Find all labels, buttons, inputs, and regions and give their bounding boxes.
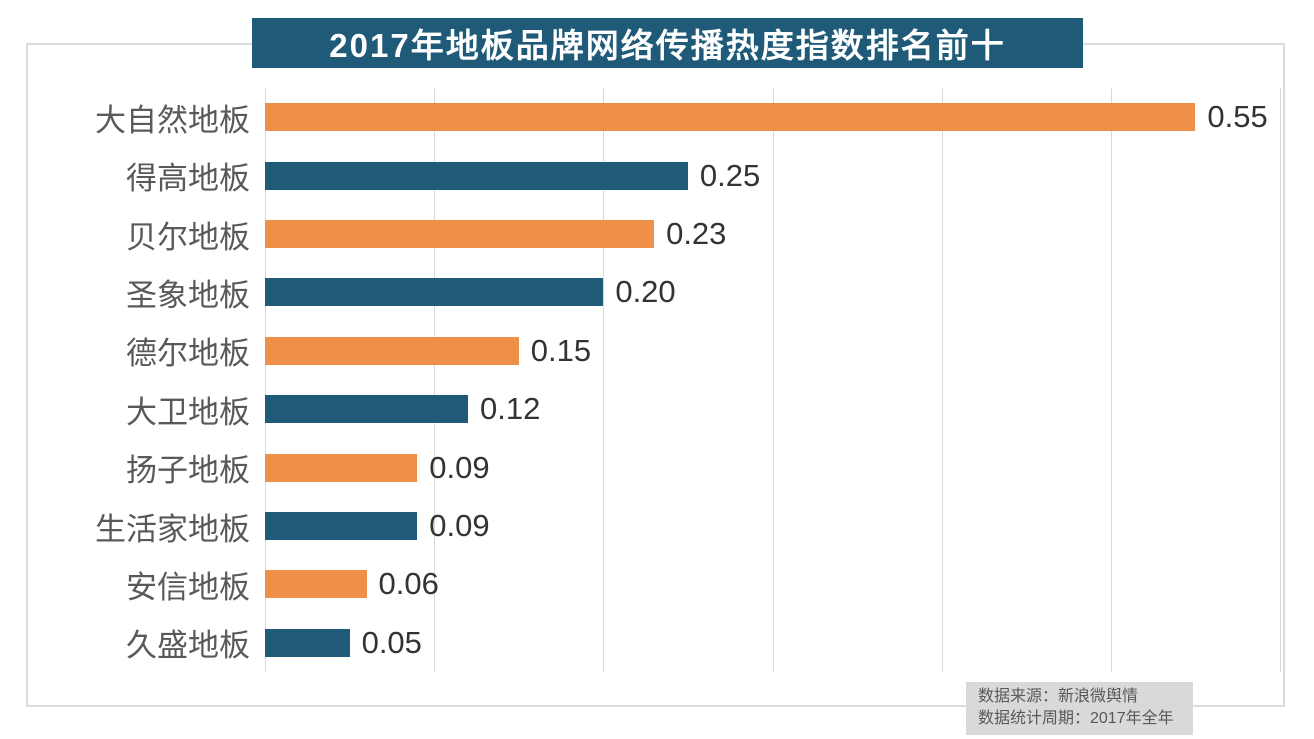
bar xyxy=(265,161,688,190)
bar-row: 贝尔地板 0.23 xyxy=(26,205,1280,263)
value-label: 0.15 xyxy=(530,332,592,368)
bar-row: 扬子地板 0.09 xyxy=(26,438,1280,496)
category-label: 大自然地板 xyxy=(95,102,250,138)
bar xyxy=(265,628,350,657)
gridline xyxy=(941,88,943,672)
bar-track: 0.20 xyxy=(265,274,1280,310)
value-label: 0.55 xyxy=(1207,99,1268,135)
bars: 大自然地板 0.55 得高地板 0.25 贝尔地板 0.23 圣象地板 0.20… xyxy=(26,88,1280,672)
chart-title-banner: 2017年地板品牌网络传播热度指数排名前十 xyxy=(252,18,1083,68)
bar-track: 0.23 xyxy=(265,216,1280,252)
bar xyxy=(265,512,418,541)
bar-track: 0.55 xyxy=(265,99,1280,135)
gridline xyxy=(434,88,436,672)
gridline xyxy=(1280,88,1281,672)
bar-row: 得高地板 0.25 xyxy=(26,146,1280,204)
bar-row: 圣象地板 0.20 xyxy=(26,263,1280,321)
value-label: 0.23 xyxy=(666,216,727,252)
category-label: 大卫地板 xyxy=(126,394,250,430)
bar-track: 0.06 xyxy=(265,566,1280,602)
bar xyxy=(265,220,655,249)
source-period-line: 数据统计周期：2017年全年 xyxy=(978,710,1174,727)
value-label: 0.20 xyxy=(615,274,676,310)
category-label: 得高地板 xyxy=(126,161,250,197)
category-label: 德尔地板 xyxy=(126,336,250,372)
bar-row: 安信地板 0.06 xyxy=(26,555,1280,613)
value-label: 0.09 xyxy=(429,449,490,485)
value-label: 0.06 xyxy=(378,566,439,602)
gridline xyxy=(265,88,266,672)
bar-track: 0.05 xyxy=(265,625,1280,661)
bar-track: 0.15 xyxy=(265,333,1280,369)
category-label: 贝尔地板 xyxy=(126,219,250,255)
bar xyxy=(265,336,519,365)
category-label: 生活家地板 xyxy=(95,511,250,547)
bar-row: 大自然地板 0.55 xyxy=(26,88,1280,146)
gridline xyxy=(772,88,774,672)
category-label: 安信地板 xyxy=(126,569,250,605)
bar xyxy=(265,395,468,424)
bar-row: 德尔地板 0.15 xyxy=(26,322,1280,380)
bar-track: 0.09 xyxy=(265,508,1280,544)
gridline xyxy=(1110,88,1112,672)
bar-row: 生活家地板 0.09 xyxy=(26,497,1280,555)
bar-row: 大卫地板 0.12 xyxy=(26,380,1280,438)
bar-track: 0.12 xyxy=(265,391,1280,427)
plot-area: 大自然地板 0.55 得高地板 0.25 贝尔地板 0.23 圣象地板 0.20… xyxy=(26,88,1281,672)
bar xyxy=(265,453,418,482)
gridlines xyxy=(265,88,1281,672)
value-label: 0.09 xyxy=(429,508,490,544)
bar xyxy=(265,103,1196,132)
bar-track: 0.25 xyxy=(265,158,1280,194)
source-note: 数据来源：新浪微舆情 数据统计周期：2017年全年 xyxy=(966,682,1193,735)
bar-track: 0.09 xyxy=(265,450,1280,486)
gridline xyxy=(603,88,605,672)
bar xyxy=(265,278,604,307)
category-label: 久盛地板 xyxy=(126,628,250,664)
bar-row: 久盛地板 0.05 xyxy=(26,614,1280,672)
category-label: 圣象地板 xyxy=(126,277,250,313)
value-label: 0.12 xyxy=(480,391,541,427)
bar xyxy=(265,570,367,599)
chart-title: 2017年地板品牌网络传播热度指数排名前十 xyxy=(329,27,1006,64)
value-label: 0.25 xyxy=(699,157,761,193)
source-line: 数据来源：新浪微舆情 xyxy=(978,688,1139,705)
category-label: 扬子地板 xyxy=(126,453,250,489)
value-label: 0.05 xyxy=(361,624,422,660)
